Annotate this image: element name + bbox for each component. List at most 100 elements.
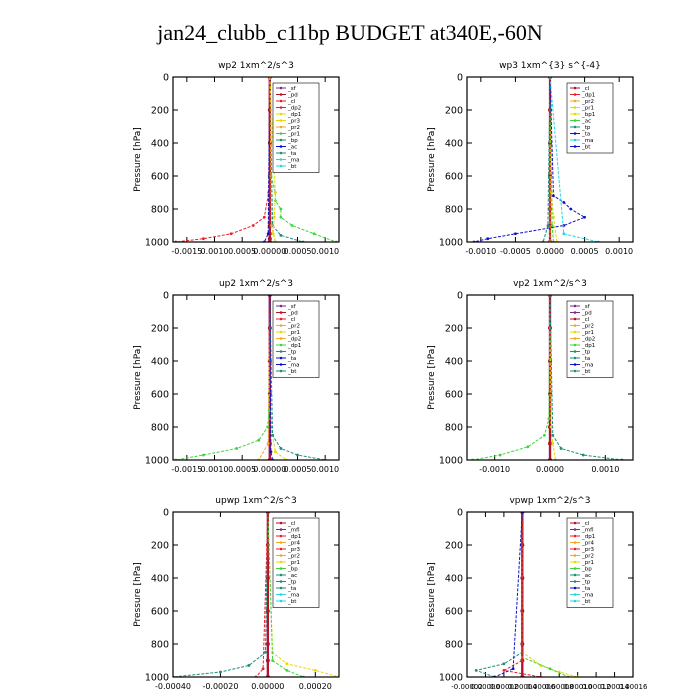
legend-entry: _pr3 [581,547,595,553]
legend-marker [573,593,577,596]
legend-marker [279,363,283,366]
y-tick-label: 200 [151,324,169,335]
y-axis-label: Pressure [hPa] [133,562,143,627]
chart-title: wp2 1xm^2/s^3 [218,61,294,71]
data-point [272,215,276,219]
y-tick-label: 1000 [145,456,169,467]
figure-title: jan24_clubb_c11bp BUDGET at340E,-60N [157,20,543,45]
series-line-ta [494,512,523,677]
x-tick-label: 0.0010 [201,247,229,256]
plot-frame [466,294,634,461]
data-point [550,224,554,227]
y-tick-label: 0 [163,291,169,302]
data-point [264,650,267,654]
data-point [486,237,490,241]
plot-frame [466,511,634,678]
legend-entry: _ac [581,119,591,125]
data-point [514,232,517,236]
x-tick-label: 0.0010 [201,465,229,474]
legend-marker [573,86,577,90]
y-tick-label: 800 [445,640,463,651]
legend-entry: _pr2 [581,554,594,560]
legend-marker [573,337,577,340]
y-tick-label: 400 [445,574,463,585]
y-tick-label: 400 [151,357,169,368]
legend-marker [279,521,283,525]
legend-entry: _bp1 [581,112,595,118]
data-point [296,453,299,457]
legend-entry: _pr2 [287,125,300,131]
legend-entry: _ma [287,158,299,164]
y-tick-label: 400 [151,574,169,585]
legend: _cl_mfl_dp1_pr4_pr3_pr2_pr1_bp_ac_tp_ta_… [272,517,320,608]
legend-marker [279,547,283,551]
legend-entry: _dp1 [287,534,301,540]
series-line-dp1 [472,295,551,460]
data-point [569,207,573,211]
legend-entry: _pd [287,311,298,317]
legend-entry: _pd [287,93,298,99]
data-point [251,224,255,227]
chart-title: upwp 1xm^2/s^3 [215,496,296,506]
legend-marker [279,86,283,90]
legend-entry: _dp1 [287,343,301,349]
data-point [262,215,266,219]
series-line-bp [269,77,304,242]
y-tick-label: 800 [151,640,169,651]
legend-marker [279,573,283,577]
legend-marker [573,99,577,103]
data-point [257,438,261,442]
legend-marker [279,304,283,308]
legend-entry: _tp [581,350,591,356]
legend-marker [279,528,283,531]
x-tick-label: 0.0005 [228,465,256,474]
legend-entry: _cl [581,521,590,527]
x-tick-label: -0.00020 [202,682,238,691]
legend-marker [279,145,283,148]
legend-marker [279,158,283,161]
data-point [548,392,552,396]
x-tick-label: 0.00000 [471,683,500,691]
legend-marker [279,567,283,570]
legend-entry: _ma [287,593,299,599]
data-point [273,450,277,454]
data-point [511,667,515,671]
data-point [583,215,586,219]
y-tick-label: 600 [445,172,463,183]
legend-marker [573,112,577,116]
chart-panel-4: vp2 1xm^2/s^3 Pressure [hPa] 0 200 400 600 800… [427,279,634,474]
x-tick-label: 0.00008 [545,683,574,691]
legend-entry: _cl [287,99,296,105]
y-tick-label: 1000 [145,673,169,684]
series-line-dp1 [175,295,271,460]
data-point [474,669,478,672]
legend-entry: _pr2 [287,554,300,560]
legend-entry: _dp2 [287,337,301,343]
y-tick-label: 800 [445,423,463,434]
chart-panel-3: up2 1xm^2/s^3 Pressure [hPa] 0 200 400 600 800… [133,279,340,474]
data-point [269,450,273,454]
y-tick-label: 400 [151,139,169,150]
legend-marker [573,330,577,334]
series-line-bp [267,512,304,677]
data-point [279,447,283,450]
legend-marker [573,521,577,525]
legend-entry: _dp1 [287,112,301,118]
plot-frame [172,294,340,461]
legend-entry: _ac [287,573,297,579]
legend-marker [573,547,577,551]
legend-entry: _bt [581,145,591,151]
legend-marker [279,119,283,122]
legend: _sf_pd_cl_dp2_dp1_pr3_pr2_pr1_bp_ac_ta_m… [272,82,320,173]
legend-entry: _dp1 [581,534,595,540]
data-point [271,433,274,437]
legend-entry: _ta [287,151,296,157]
legend-entry: _ma [581,363,593,369]
x-tick-label: 0.00000 [253,247,286,256]
legend-entry: _tp [287,580,297,586]
legend-entry: _sf [287,86,297,92]
y-tick-label: 1000 [439,456,463,467]
chart-panel-1: wp2 1xm^2/s^3 Pressure [hPa] 0 200 400 600 800… [133,61,340,256]
legend-marker [279,580,283,583]
data-point [285,669,289,672]
